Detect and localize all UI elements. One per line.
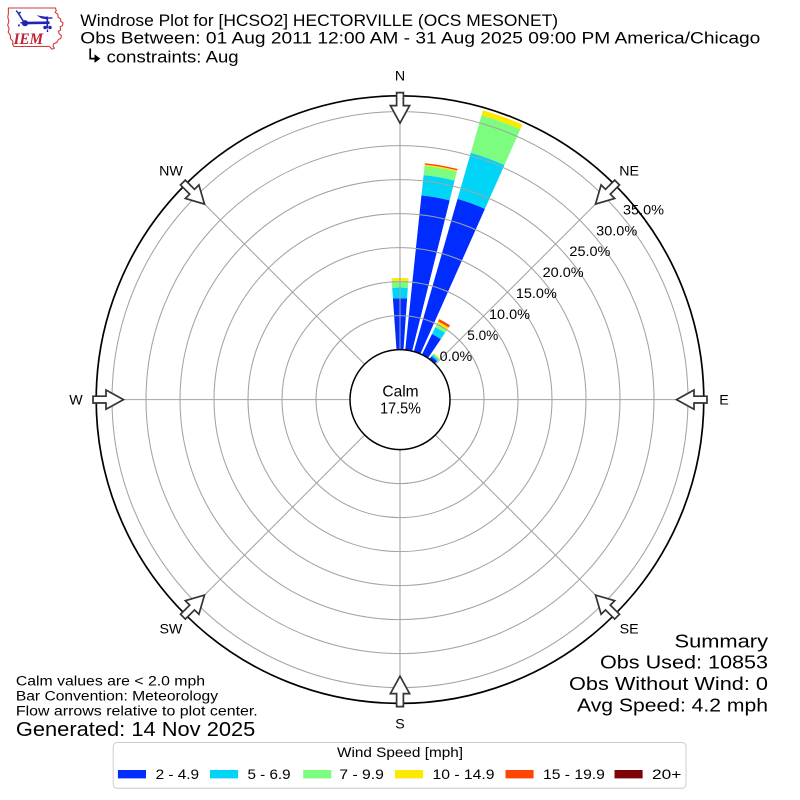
svg-text:10.0%: 10.0%: [489, 307, 530, 323]
svg-text:Obs Used: 10853: Obs Used: 10853: [600, 652, 768, 673]
svg-text:2 - 4.9: 2 - 4.9: [156, 767, 200, 783]
svg-text:S: S: [395, 717, 404, 733]
svg-text:Generated: 14 Nov 2025: Generated: 14 Nov 2025: [16, 719, 256, 741]
svg-text:constraints: Aug: constraints: Aug: [107, 47, 239, 66]
svg-text:SW: SW: [159, 622, 182, 638]
svg-text:E: E: [719, 393, 728, 409]
svg-text:20+: 20+: [652, 767, 681, 783]
svg-text:5.0%: 5.0%: [467, 328, 498, 344]
svg-text:Obs Between: 01 Aug 2011 12:00: Obs Between: 01 Aug 2011 12:00 AM - 31 A…: [80, 28, 760, 47]
svg-text:IEM: IEM: [13, 30, 44, 48]
svg-text:Windrose Plot for [HCSO2] HECT: Windrose Plot for [HCSO2] HECTORVILLE (O…: [80, 11, 558, 30]
svg-text:SE: SE: [620, 622, 639, 638]
svg-text:0.0%: 0.0%: [440, 349, 473, 365]
svg-text:Flow arrows relative to plot c: Flow arrows relative to plot center.: [16, 704, 258, 720]
svg-text:W: W: [69, 393, 83, 409]
svg-text:20.0%: 20.0%: [543, 265, 584, 281]
svg-text:15.0%: 15.0%: [516, 286, 557, 302]
svg-text:Obs Without Wind: 0: Obs Without Wind: 0: [569, 673, 768, 694]
svg-text:Summary: Summary: [675, 631, 769, 652]
svg-text:17.5%: 17.5%: [380, 400, 421, 417]
svg-text:Calm values are < 2.0 mph: Calm values are < 2.0 mph: [16, 674, 205, 690]
svg-text:5 - 6.9: 5 - 6.9: [248, 767, 291, 783]
svg-text:35.0%: 35.0%: [623, 202, 664, 218]
svg-text:25.0%: 25.0%: [569, 244, 610, 260]
svg-text:15 - 19.9: 15 - 19.9: [543, 767, 605, 783]
svg-text:NW: NW: [159, 164, 183, 180]
svg-text:Avg Speed: 4.2 mph: Avg Speed: 4.2 mph: [577, 694, 768, 715]
svg-text:Bar Convention: Meteorology: Bar Convention: Meteorology: [16, 689, 219, 705]
svg-text:7 - 9.9: 7 - 9.9: [339, 767, 384, 783]
svg-text:N: N: [395, 69, 405, 85]
svg-text:Calm: Calm: [382, 383, 418, 400]
svg-text:Wind Speed [mph]: Wind Speed [mph]: [337, 745, 463, 761]
svg-text:30.0%: 30.0%: [596, 223, 637, 239]
svg-text:NE: NE: [619, 164, 639, 180]
svg-text:10 - 14.9: 10 - 14.9: [433, 767, 495, 783]
